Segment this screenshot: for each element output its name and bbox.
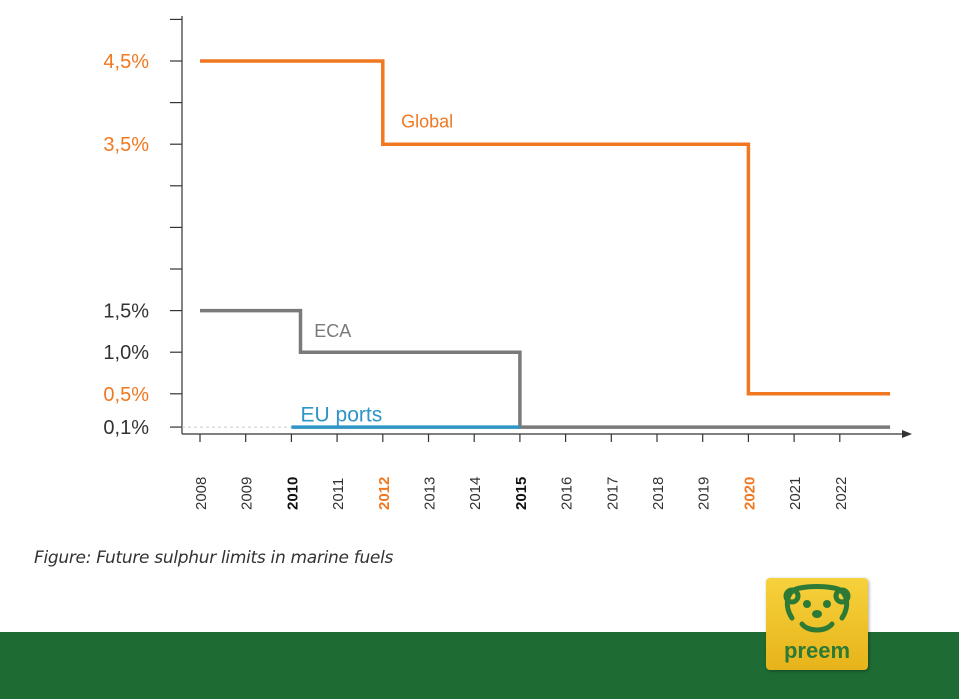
figure-caption: Figure: Future sulphur limits in marine … [34,548,394,568]
y-tick-label-1: 3,5% [103,134,149,156]
x-tick-label-7: 2015 [513,477,530,510]
y-tick-label-4: 0,5% [103,384,149,406]
x-tick-label-3: 2011 [330,478,347,510]
series-line-global [200,59,891,396]
series-label-eu-ports: EU ports [301,403,383,426]
y-tick-label-3: 1,0% [103,342,149,364]
x-tick-label-12: 2020 [741,477,758,510]
x-axis-arrow [902,430,912,438]
x-tick-label-5: 2013 [422,477,439,510]
x-tick-label-13: 2021 [787,477,804,510]
y-tick-label-2: 1,5% [103,301,149,323]
x-tick-label-10: 2018 [650,477,667,510]
bear-face-icon [783,584,851,633]
x-tick-label-2: 2010 [284,477,301,510]
x-tick-label-9: 2017 [604,477,621,510]
x-tick-label-1: 2009 [239,477,256,510]
x-tick-label-4: 2012 [376,477,393,510]
sulphur-limits-chart: 4,5% 3,5% 1,5% 1,0% 0,5% 0,1% 2008 2009 2010 2011… [103,16,912,510]
x-tick-label-6: 2014 [467,477,484,510]
series-label-global: Global [401,112,453,132]
series-line-eca [200,308,891,429]
x-tick-label-8: 2016 [559,477,576,510]
preem-logo: preem [766,578,868,670]
y-tick-label-5: 0,1% [103,417,149,439]
x-tick-label-0: 2008 [193,477,210,510]
logo-text: preem [783,638,851,663]
series-label-eca: ECA [314,321,351,341]
x-tick-label-14: 2022 [833,477,850,510]
x-tick-label-11: 2019 [696,477,713,510]
y-tick-label-0: 4,5% [103,51,149,73]
